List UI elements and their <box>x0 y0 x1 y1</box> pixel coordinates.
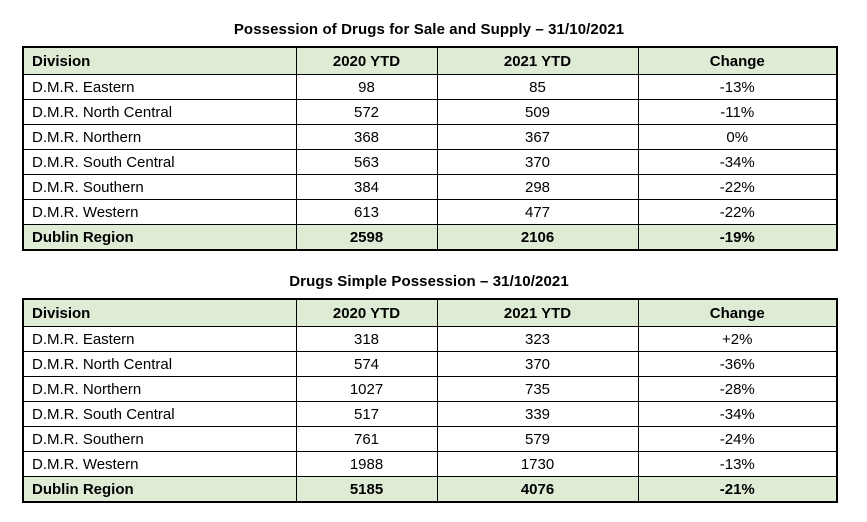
ytd-2021-cell: 370 <box>436 351 639 377</box>
change-cell: -13% <box>637 74 838 100</box>
table-row: D.M.R. Eastern 98 85 -13% <box>22 74 838 100</box>
change-cell: -34% <box>637 149 838 175</box>
ytd-2021-cell: 370 <box>436 149 639 175</box>
ytd-2020-total-cell: 5185 <box>295 476 438 503</box>
simple-possession-table-title: Drugs Simple Possession – 31/10/2021 <box>289 273 569 290</box>
change-cell: 0% <box>637 124 838 150</box>
table-row: D.M.R. Southern 384 298 -22% <box>22 174 838 200</box>
ytd-2021-cell: 1730 <box>436 451 639 477</box>
column-header-change: Change <box>637 298 838 327</box>
change-cell: -11% <box>637 99 838 125</box>
division-cell: D.M.R. Northern <box>22 376 297 402</box>
table-row: D.M.R. Western 613 477 -22% <box>22 199 838 225</box>
table-row: D.M.R. North Central 572 509 -11% <box>22 99 838 125</box>
division-cell: D.M.R. Western <box>22 451 297 477</box>
division-cell: D.M.R. Northern <box>22 124 297 150</box>
ytd-2020-cell: 368 <box>295 124 438 150</box>
change-cell: +2% <box>637 326 838 352</box>
table-header-row: Division 2020 YTD 2021 YTD Change <box>22 298 838 327</box>
division-cell: D.M.R. Southern <box>22 426 297 452</box>
division-cell: D.M.R. Southern <box>22 174 297 200</box>
sale-and-supply-table: Division 2020 YTD 2021 YTD Change D.M.R.… <box>22 46 838 251</box>
change-cell: -36% <box>637 351 838 377</box>
change-cell: -22% <box>637 199 838 225</box>
ytd-2021-cell: 367 <box>436 124 639 150</box>
table-header-row: Division 2020 YTD 2021 YTD Change <box>22 46 838 75</box>
column-header-division: Division <box>22 298 297 327</box>
ytd-2020-cell: 1027 <box>295 376 438 402</box>
ytd-2020-total-cell: 2598 <box>295 224 438 251</box>
table-row: D.M.R. Northern 1027 735 -28% <box>22 376 838 402</box>
ytd-2020-cell: 318 <box>295 326 438 352</box>
division-cell: D.M.R. North Central <box>22 351 297 377</box>
ytd-2020-cell: 384 <box>295 174 438 200</box>
total-row: Dublin Region 2598 2106 -19% <box>22 224 838 251</box>
ytd-2021-cell: 735 <box>436 376 639 402</box>
column-header-2021-ytd: 2021 YTD <box>436 46 639 75</box>
ytd-2020-cell: 572 <box>295 99 438 125</box>
ytd-2021-total-cell: 2106 <box>436 224 639 251</box>
division-total-cell: Dublin Region <box>22 476 297 503</box>
ytd-2020-cell: 613 <box>295 199 438 225</box>
ytd-2021-cell: 323 <box>436 326 639 352</box>
change-cell: -13% <box>637 451 838 477</box>
table-row: D.M.R. South Central 517 339 -34% <box>22 401 838 427</box>
table-row: D.M.R. Northern 368 367 0% <box>22 124 838 150</box>
division-cell: D.M.R. Western <box>22 199 297 225</box>
sale-and-supply-table-block: Possession of Drugs for Sale and Supply … <box>22 20 838 251</box>
change-total-cell: -19% <box>637 224 838 251</box>
division-total-cell: Dublin Region <box>22 224 297 251</box>
table-row: D.M.R. South Central 563 370 -34% <box>22 149 838 175</box>
table-row: D.M.R. Eastern 318 323 +2% <box>22 326 838 352</box>
ytd-2020-cell: 1988 <box>295 451 438 477</box>
ytd-2021-total-cell: 4076 <box>436 476 639 503</box>
ytd-2021-cell: 579 <box>436 426 639 452</box>
table-row: D.M.R. Western 1988 1730 -13% <box>22 451 838 477</box>
column-header-division: Division <box>22 46 297 75</box>
table-row: D.M.R. North Central 574 370 -36% <box>22 351 838 377</box>
ytd-2021-cell: 509 <box>436 99 639 125</box>
column-header-2020-ytd: 2020 YTD <box>295 298 438 327</box>
column-header-change: Change <box>637 46 838 75</box>
simple-possession-table: Division 2020 YTD 2021 YTD Change D.M.R.… <box>22 298 838 503</box>
change-cell: -22% <box>637 174 838 200</box>
total-row: Dublin Region 5185 4076 -21% <box>22 476 838 503</box>
division-cell: D.M.R. Eastern <box>22 326 297 352</box>
change-total-cell: -21% <box>637 476 838 503</box>
change-cell: -28% <box>637 376 838 402</box>
column-header-2021-ytd: 2021 YTD <box>436 298 639 327</box>
ytd-2020-cell: 574 <box>295 351 438 377</box>
ytd-2020-cell: 517 <box>295 401 438 427</box>
simple-possession-table-block: Drugs Simple Possession – 31/10/2021 Div… <box>22 272 838 503</box>
ytd-2020-cell: 563 <box>295 149 438 175</box>
ytd-2021-cell: 298 <box>436 174 639 200</box>
ytd-2020-cell: 761 <box>295 426 438 452</box>
ytd-2021-cell: 477 <box>436 199 639 225</box>
change-cell: -34% <box>637 401 838 427</box>
change-cell: -24% <box>637 426 838 452</box>
division-cell: D.M.R. South Central <box>22 149 297 175</box>
ytd-2020-cell: 98 <box>295 74 438 100</box>
division-cell: D.M.R. North Central <box>22 99 297 125</box>
division-cell: D.M.R. Eastern <box>22 74 297 100</box>
column-header-2020-ytd: 2020 YTD <box>295 46 438 75</box>
ytd-2021-cell: 85 <box>436 74 639 100</box>
sale-and-supply-table-title: Possession of Drugs for Sale and Supply … <box>233 21 625 38</box>
table-row: D.M.R. Southern 761 579 -24% <box>22 426 838 452</box>
division-cell: D.M.R. South Central <box>22 401 297 427</box>
ytd-2021-cell: 339 <box>436 401 639 427</box>
